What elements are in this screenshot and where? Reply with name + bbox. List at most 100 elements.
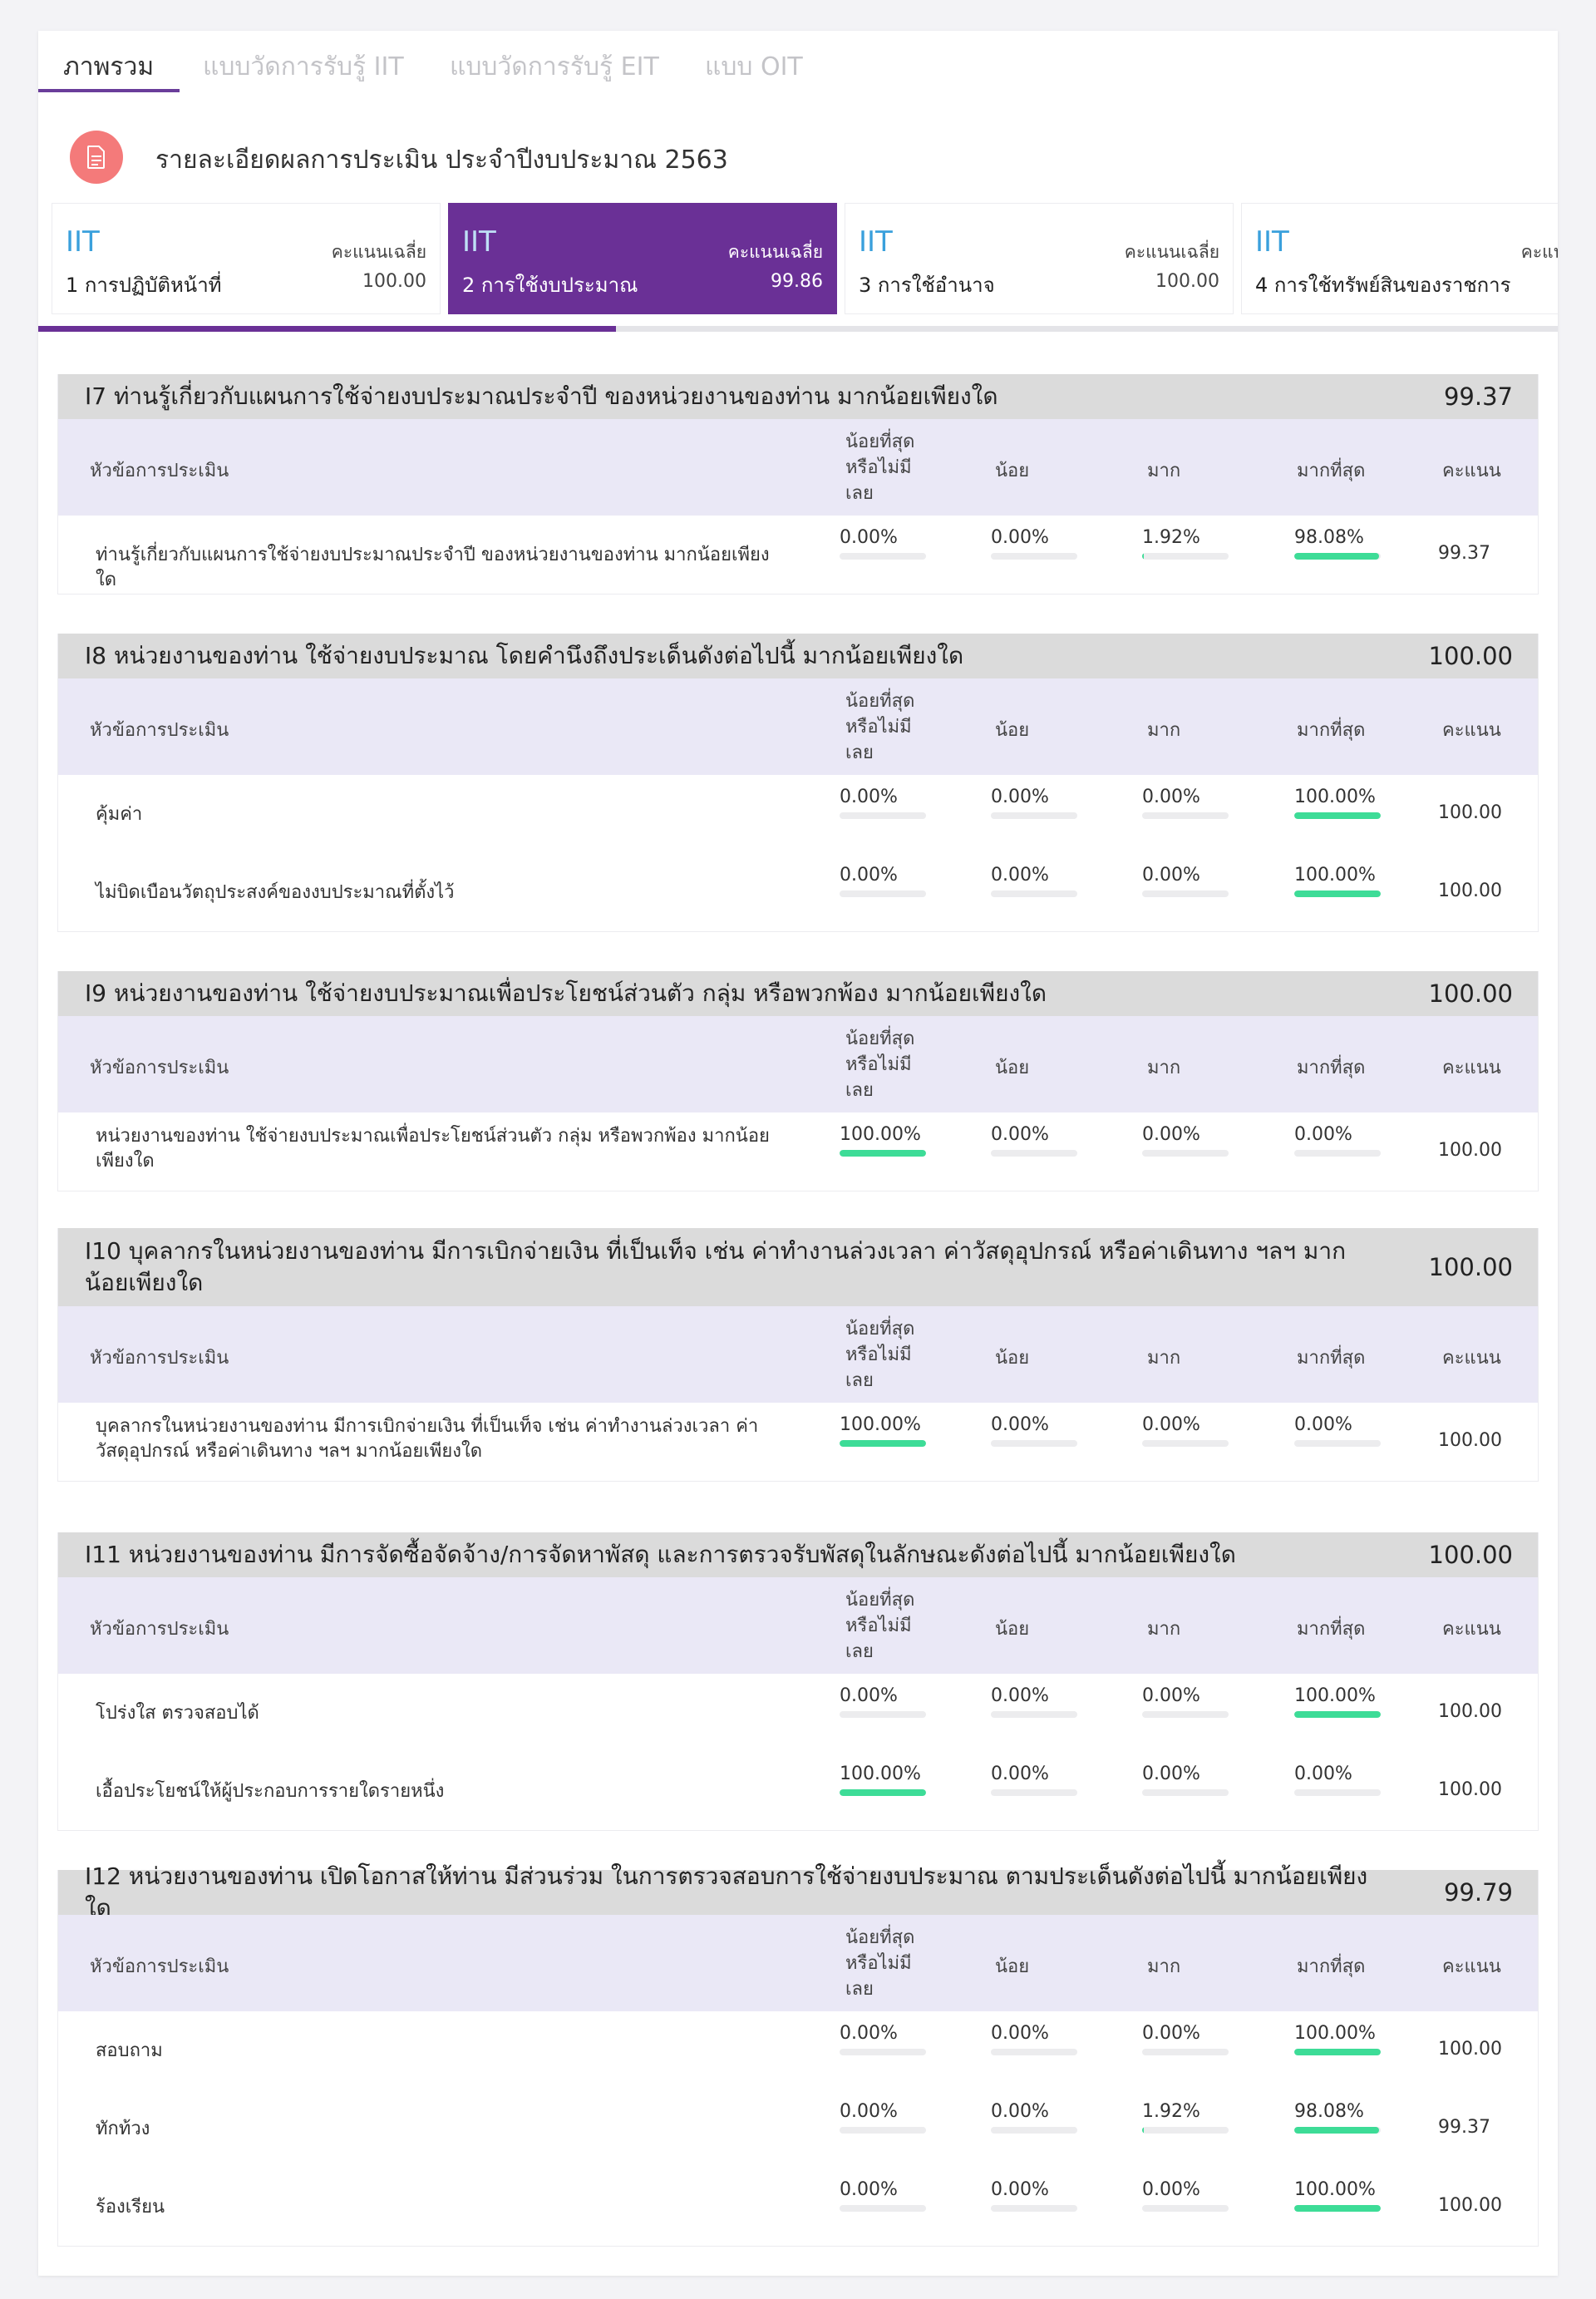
header-little: น้อย xyxy=(995,1058,1030,1078)
tab-bar: ภาพรวม แบบวัดการรับรู้ IIT แบบวัดการรับร… xyxy=(38,31,1558,92)
percent-cell: 0.00% xyxy=(1294,1414,1381,1447)
header-most: มากที่สุด xyxy=(1297,720,1366,741)
indicator-card[interactable]: IIT 4 การใช้ทรัพย์สินของราชการ คะแนนเฉลี่ย xyxy=(1241,203,1558,314)
table-row: คุ้มค่า 0.00% 0.00% 0.00% 100.00% 100.00 xyxy=(58,775,1538,853)
percent-cell: 0.00% xyxy=(1142,1764,1229,1796)
percent-cell: 0.00% xyxy=(1294,1124,1381,1157)
percent-bar xyxy=(1142,2205,1229,2212)
percent-value: 0.00% xyxy=(991,1124,1049,1145)
percent-cell: 0.00% xyxy=(1142,2179,1229,2212)
percent-bar xyxy=(991,2205,1077,2212)
percent-cell: 0.00% xyxy=(840,787,926,819)
row-score: 100.00 xyxy=(1438,802,1502,823)
percent-value: 0.00% xyxy=(991,1685,1049,1706)
indicator-name: 1 การปฏิบัติหน้าที่ xyxy=(66,274,222,297)
indicator-code: IIT xyxy=(1255,225,1289,259)
row-topic: คุ้มค่า xyxy=(96,804,143,825)
tab-iit[interactable]: แบบวัดการรับรู้ IIT xyxy=(203,52,404,81)
header-least: น้อยที่สุดหรือไม่มีเลย xyxy=(845,432,915,504)
table-header: หัวข้อการประเมิน น้อยที่สุดหรือไม่มีเลย น้… xyxy=(58,1016,1538,1112)
percent-value: 1.92% xyxy=(1142,2101,1200,2122)
percent-value: 0.00% xyxy=(991,2101,1049,2122)
header-much: มาก xyxy=(1147,720,1181,741)
percent-cell: 0.00% xyxy=(1142,1414,1229,1447)
question-header: I10 บุคลากรในหน่วยงานของท่าน มีการเบิกจ่… xyxy=(58,1228,1538,1306)
percent-value: 0.00% xyxy=(1142,1414,1200,1435)
percent-value: 100.00% xyxy=(1294,2023,1376,2044)
percent-value: 100.00% xyxy=(840,1124,921,1145)
table-row: ทักท้วง 0.00% 0.00% 1.92% 98.08% 99.37 xyxy=(58,2089,1538,2168)
header-topic: หัวข้อการประเมิน xyxy=(90,720,229,741)
row-topic: หน่วยงานของท่าน ใช้จ่ายงบประมาณเพื่อประโ… xyxy=(96,1126,770,1172)
percent-cell: 0.00% xyxy=(991,1414,1077,1447)
question-title: I7 ท่านรู้เกี่ยวกับแผนการใช้จ่ายงบประมาณ… xyxy=(85,382,998,410)
header-score: คะแนน xyxy=(1442,1619,1501,1640)
percent-cell: 0.00% xyxy=(1142,2023,1229,2055)
percent-value: 0.00% xyxy=(991,1414,1049,1435)
percent-cell: 1.92% xyxy=(1142,2101,1229,2134)
header-most: มากที่สุด xyxy=(1297,1956,1366,1977)
percent-value: 0.00% xyxy=(840,527,898,548)
header-much: มาก xyxy=(1147,1956,1181,1977)
percent-cell: 0.00% xyxy=(991,2101,1077,2134)
percent-bar xyxy=(1294,890,1381,897)
header-score: คะแนน xyxy=(1442,1956,1501,1977)
percent-cell: 0.00% xyxy=(991,2023,1077,2055)
indicator-card[interactable]: IIT 2 การใช้งบประมาณ คะแนนเฉลี่ย 99.86 xyxy=(448,203,837,314)
header-least: น้อยที่สุดหรือไม่มีเลย xyxy=(845,1029,915,1101)
row-topic: ท่านรู้เกี่ยวกับแผนการใช้จ่ายงบประมาณประ… xyxy=(96,545,770,590)
question-block: I10 บุคลากรในหน่วยงานของท่าน มีการเบิกจ่… xyxy=(57,1228,1539,1482)
header-much: มาก xyxy=(1147,1619,1181,1640)
indicator-scroll-track[interactable] xyxy=(38,326,1558,332)
percent-cell: 0.00% xyxy=(991,787,1077,819)
percent-bar xyxy=(1142,890,1229,897)
percent-bar-fill xyxy=(1142,553,1144,560)
percent-cell: 100.00% xyxy=(1294,865,1381,897)
row-topic: โปร่งใส ตรวจสอบได้ xyxy=(96,1703,259,1724)
percent-cell: 0.00% xyxy=(991,865,1077,897)
percent-bar xyxy=(1294,1789,1381,1796)
percent-bar xyxy=(1294,1150,1381,1157)
table-row: โปร่งใส ตรวจสอบได้ 0.00% 0.00% 0.00% 100.00%… xyxy=(58,1674,1538,1752)
percent-bar xyxy=(840,1789,926,1796)
question-block: I8 หน่วยงานของท่าน ใช้จ่ายงบประมาณ โดยคำ… xyxy=(57,634,1539,932)
indicator-avg-label: คะแนนเฉลี่ย xyxy=(331,242,426,262)
table-header: หัวข้อการประเมิน น้อยที่สุดหรือไม่มีเลย น้… xyxy=(58,1306,1538,1403)
tab-overview[interactable]: ภาพรวม xyxy=(63,52,155,81)
indicator-card[interactable]: IIT 1 การปฏิบัติหน้าที่ คะแนนเฉลี่ย 100.00 xyxy=(52,203,441,314)
question-header: I12 หน่วยงานของท่าน เปิดโอกาสให้ท่าน มีส… xyxy=(58,1862,1538,1922)
percent-cell: 100.00% xyxy=(1294,1685,1381,1718)
header-little: น้อย xyxy=(995,1619,1030,1640)
percent-bar xyxy=(1142,2049,1229,2055)
indicator-code: IIT xyxy=(462,225,496,259)
question-title: I10 บุคลากรในหน่วยงานของท่าน มีการเบิกจ่… xyxy=(85,1237,1347,1296)
header-topic: หัวข้อการประเมิน xyxy=(90,461,229,481)
question-block: I9 หน่วยงานของท่าน ใช้จ่ายงบประมาณเพื่อป… xyxy=(57,971,1539,1191)
percent-value: 0.00% xyxy=(1142,1685,1200,1706)
indicator-card[interactable]: IIT 3 การใช้อำนาจ คะแนนเฉลี่ย 100.00 xyxy=(845,203,1234,314)
percent-cell: 0.00% xyxy=(991,1764,1077,1796)
row-score: 100.00 xyxy=(1438,1701,1502,1722)
percent-cell: 0.00% xyxy=(1142,1124,1229,1157)
table-row: ร้องเรียน 0.00% 0.00% 0.00% 100.00% 100.00 xyxy=(58,2168,1538,2246)
percent-bar-fill xyxy=(1294,2127,1379,2134)
indicator-avg: 100.00 xyxy=(362,271,426,292)
tab-oit[interactable]: แบบ OIT xyxy=(705,52,803,81)
question-block: I12 หน่วยงานของท่าน เปิดโอกาสให้ท่าน มีส… xyxy=(57,1862,1539,2247)
question-header: I7 ท่านรู้เกี่ยวกับแผนการใช้จ่ายงบประมาณ… xyxy=(58,374,1538,419)
percent-cell: 100.00% xyxy=(840,1124,926,1157)
percent-bar xyxy=(840,812,926,819)
question-score: 99.37 xyxy=(1443,382,1513,411)
table-row: สอบถาม 0.00% 0.00% 0.00% 100.00% 100.00 xyxy=(58,2011,1538,2089)
percent-bar xyxy=(1294,812,1381,819)
table-header: หัวข้อการประเมิน น้อยที่สุดหรือไม่มีเลย น้… xyxy=(58,419,1538,516)
indicator-scroll-thumb[interactable] xyxy=(38,326,616,332)
header-least: น้อยที่สุดหรือไม่มีเลย xyxy=(845,1590,915,1662)
percent-bar xyxy=(991,553,1077,560)
indicator-avg: 100.00 xyxy=(1155,271,1219,292)
percent-value: 100.00% xyxy=(1294,2179,1376,2200)
percent-bar xyxy=(840,1711,926,1718)
percent-cell: 0.00% xyxy=(840,865,926,897)
question-header: I11 หน่วยงานของท่าน มีการจัดซื้อจัดจ้าง/… xyxy=(58,1532,1538,1577)
tab-eit[interactable]: แบบวัดการรับรู้ EIT xyxy=(450,52,659,81)
